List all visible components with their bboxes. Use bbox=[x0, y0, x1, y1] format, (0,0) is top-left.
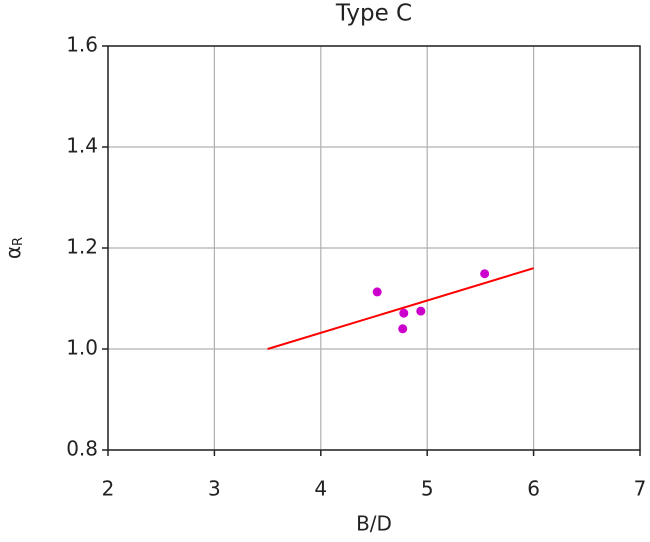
y-tick-label: 1.4 bbox=[66, 134, 98, 158]
x-tick-label: 6 bbox=[527, 477, 540, 501]
y-label-symbol: α bbox=[1, 246, 25, 259]
x-tick-label: 5 bbox=[421, 477, 434, 501]
y-axis-label: αR bbox=[1, 237, 26, 259]
x-tick-label: 7 bbox=[634, 477, 647, 501]
y-tick-label: 1.0 bbox=[66, 336, 98, 360]
plot-frame bbox=[107, 45, 641, 451]
point bbox=[372, 287, 382, 297]
chart-title: Type C bbox=[335, 1, 412, 27]
point bbox=[416, 306, 426, 316]
x-tick-label: 2 bbox=[102, 477, 115, 501]
point bbox=[480, 269, 490, 279]
point bbox=[399, 308, 409, 318]
y-tick-label: 1.2 bbox=[66, 235, 98, 259]
point bbox=[398, 324, 408, 334]
fit-line bbox=[267, 267, 534, 350]
x-tick-label: 3 bbox=[208, 477, 221, 501]
y-label-subscript: R bbox=[11, 237, 26, 246]
x-axis-label: B/D bbox=[356, 512, 392, 536]
x-tick-label: 4 bbox=[314, 477, 327, 501]
y-tick-label: 0.8 bbox=[66, 437, 98, 461]
y-tick-label: 1.6 bbox=[66, 33, 98, 57]
